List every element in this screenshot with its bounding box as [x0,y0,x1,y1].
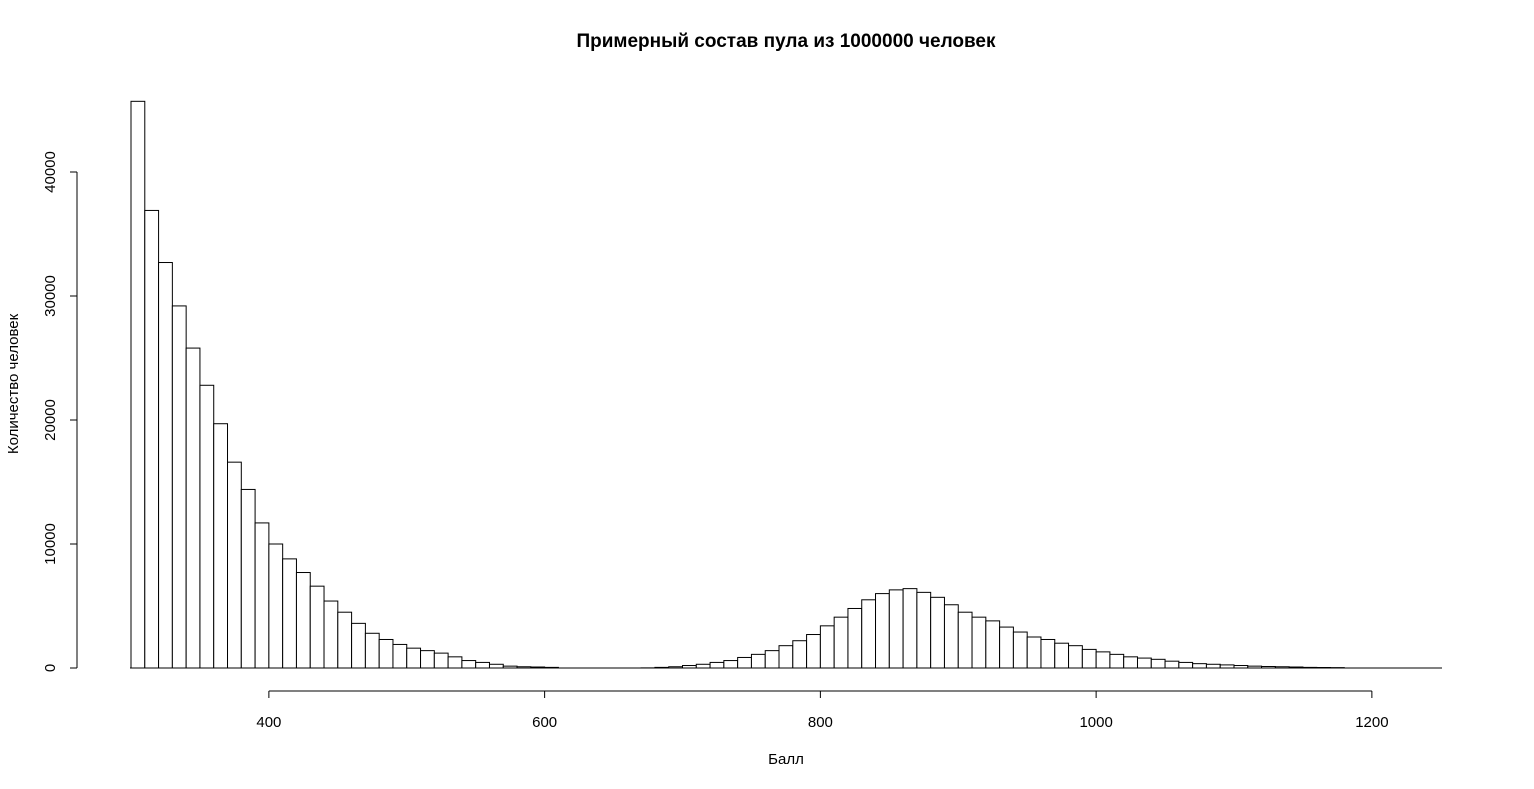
histogram-bar [861,599,877,669]
histogram-bar [406,647,422,669]
y-tick-label: 10000 [42,523,59,565]
histogram-bar [1136,657,1152,669]
histogram-bar [750,653,766,669]
histogram-bar [420,650,435,669]
histogram-bar [999,626,1014,669]
histogram-bar [351,622,366,669]
y-tick-label: 0 [42,664,59,672]
histogram-bar [475,661,490,669]
histogram-bar [916,591,932,669]
histogram-bar [847,607,863,669]
histogram-bar [378,638,394,669]
y-axis-label: Количество человек [5,313,22,454]
histogram-bar [240,488,256,669]
histogram-bar [888,589,904,669]
histogram-bar [199,384,215,669]
chart-title: Примерный состав пула из 1000000 человек [576,31,996,52]
histogram-bar [819,625,835,669]
histogram-bar [806,634,821,669]
histogram-bar [364,632,380,669]
histogram-bar [1054,642,1070,669]
histogram-bar [392,643,408,669]
histogram-bar [930,596,945,669]
histogram-bar [764,650,780,669]
histogram-bar [1205,663,1221,669]
histogram-bar [723,660,739,669]
x-tick-label: 600 [532,714,557,731]
histogram-bar [171,305,187,669]
histogram-bar [902,588,918,669]
histogram-bar [985,620,1001,669]
histogram-bar [875,593,890,669]
x-axis: 400 600 800 1000 1200 [256,690,1389,731]
histogram-bar [185,347,201,669]
histogram-bar [1095,651,1111,669]
histogram-bar [1026,636,1042,669]
histogram-bar [1081,648,1097,669]
histogram-bar [971,616,987,669]
histogram-bar [268,543,284,669]
x-tick-label: 800 [808,714,833,731]
histogram-bar [1123,656,1138,669]
histogram-bar [792,640,808,669]
histogram-bar [737,656,752,669]
y-tick-label: 30000 [42,275,59,317]
histogram-bar [943,604,959,669]
histogram-bar [447,656,463,669]
histogram-bar [309,585,325,669]
histogram-bar [144,209,160,669]
y-axis: 0 10000 20000 30000 40000 [42,151,78,672]
histogram-bar [957,611,973,669]
histogram-bar [295,572,311,669]
histogram-bar [337,611,353,669]
histogram-bar [695,663,711,669]
histogram-bar [227,461,242,669]
x-tick-label: 1000 [1079,714,1112,731]
histogram-bar [254,522,270,669]
histogram-bar [488,663,504,669]
histogram-bar [323,600,339,669]
histogram-bar [213,423,229,669]
y-tick-label: 20000 [42,399,59,441]
histogram-bar [461,660,477,669]
histogram-bar [833,616,849,669]
histogram-bars [130,100,1345,669]
histogram-bar [1040,638,1056,669]
histogram-bar [158,262,173,669]
histogram-bar [1012,631,1028,669]
histogram-bar [1178,661,1194,669]
histogram-bar [1150,658,1166,669]
histogram-bar [1068,645,1083,669]
x-axis-label: Балл [768,751,804,768]
y-tick-label: 40000 [42,151,59,193]
histogram-bar [282,558,297,669]
histogram-bar [709,661,725,669]
x-tick-label: 400 [256,714,281,731]
histogram-bar [1109,653,1125,669]
histogram-bar [1192,663,1207,669]
x-tick-label: 1200 [1355,714,1388,731]
histogram-bar [130,100,146,669]
histogram-bar [433,652,449,669]
histogram-bar [1164,660,1180,669]
histogram-bar [778,645,794,669]
